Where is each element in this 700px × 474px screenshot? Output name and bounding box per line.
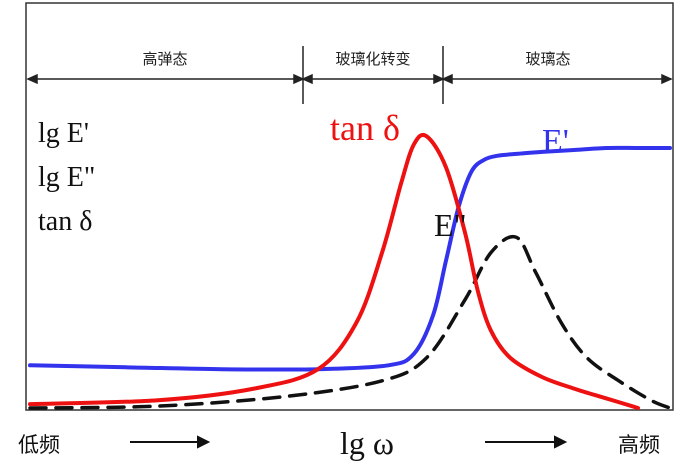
arrow-low [130,435,211,449]
series-line-tan-delta [28,132,640,410]
series-label-E2: E" [434,207,467,243]
curves [28,132,672,410]
xlabel-high: 高频 [618,433,660,457]
xlabel-low: 低频 [18,433,60,457]
arrow-high [485,435,568,449]
arrowhead-right [661,73,673,85]
arrowhead-left [26,73,38,85]
series-line-e-prime [28,145,672,372]
arrowhead-div2-left [433,73,445,85]
series-label-tandelta: tan δ [330,108,400,148]
arrowhead-div1-left [293,73,305,85]
region-label-glassy: 玻璃态 [525,50,570,68]
ylabel-lgE2: lg E" [38,162,95,193]
ylabel-tandelta: tan δ [38,206,92,237]
series-label-E1: E' [542,123,569,160]
region-label-transition: 玻璃化转变 [335,50,410,68]
arrowhead-div2-right [441,73,453,85]
ylabel-lgE1: lg E' [38,118,89,149]
region-arrows [26,46,673,104]
series-line-e-double-prime [28,234,672,410]
arrowhead-div1-right [301,73,313,85]
plot-frame [25,2,674,411]
xlabel-main: lg ω [340,425,394,461]
region-label-rubbery: 高弹态 [142,50,187,68]
